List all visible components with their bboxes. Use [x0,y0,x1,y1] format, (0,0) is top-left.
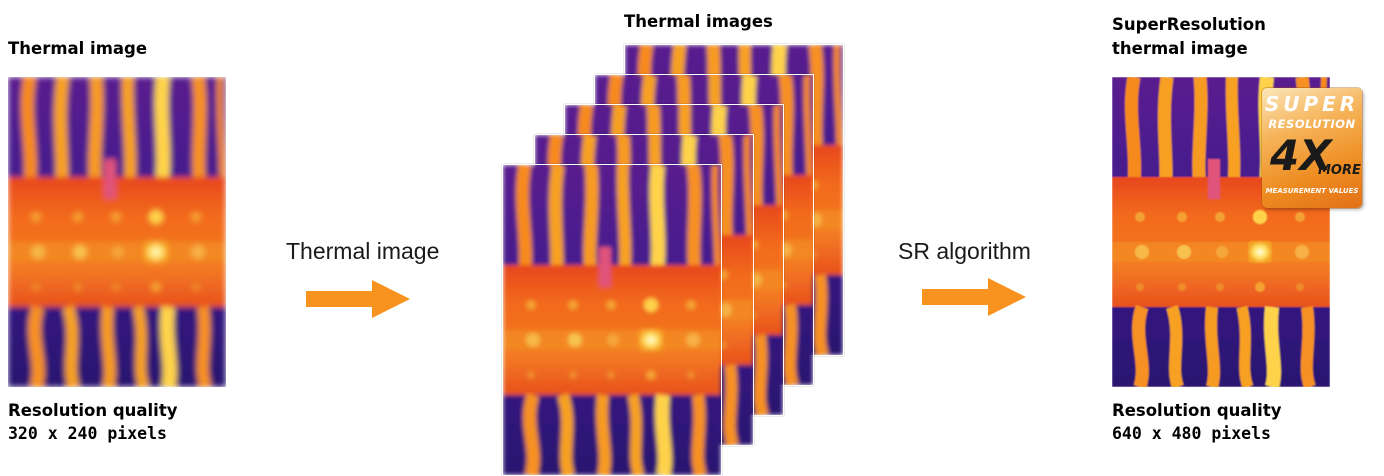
badge-more: MORE [1318,163,1361,178]
badge-multiplier: 4X [1270,131,1332,180]
right-caption-line2: 640 x 480 pixels [1112,424,1271,443]
right-caption-line1: Resolution quality [1112,401,1282,420]
badge-line1: SUPER [1264,92,1360,116]
step2-label: SR algorithm [898,238,1031,264]
badge-footer: MEASUREMENT VALUES [1265,187,1359,195]
middle-title: Thermal images [624,12,773,31]
left-caption-line1: Resolution quality [8,401,178,420]
step1-arrow-icon [306,280,410,318]
step1-label: Thermal image [286,238,440,264]
badge-line2: RESOLUTION [1268,117,1356,131]
left-title: Thermal image [8,39,148,58]
right-title-line2: thermal image [1112,39,1248,58]
super-resolution-badge: SUPER RESOLUTION 4X MORE MEASUREMENT VAL… [1262,88,1362,208]
right-title-line1: SuperResolution [1112,15,1266,34]
left-caption-line2: 320 x 240 pixels [8,424,167,443]
low-resolution-thermal-image [8,77,226,387]
step2-arrow-icon [922,278,1026,316]
stack-frame-1 [502,164,722,476]
